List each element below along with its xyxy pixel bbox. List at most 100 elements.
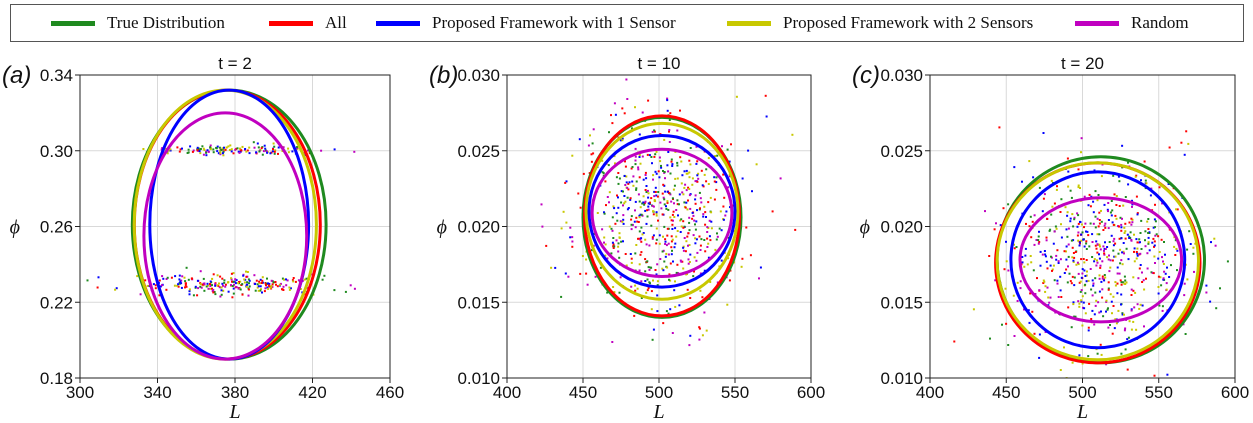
scatter-point <box>682 193 685 196</box>
scatter-point <box>1116 282 1119 285</box>
scatter-point <box>1088 302 1091 305</box>
scatter-point <box>246 149 249 152</box>
scatter-point <box>1036 277 1038 280</box>
scatter-point <box>169 149 172 152</box>
scatter-point <box>186 152 189 154</box>
scatter-point <box>655 172 658 175</box>
scatter-point <box>638 216 641 219</box>
scatter-point <box>1084 222 1087 225</box>
scatter-point <box>678 193 681 196</box>
scatter-point <box>1176 249 1179 252</box>
scatter-point <box>1105 310 1107 313</box>
scatter-point <box>202 277 205 280</box>
scatter-point <box>706 231 709 233</box>
scatter-point <box>287 151 290 154</box>
scatter-point <box>1136 303 1139 306</box>
panel-label: (c) <box>852 62 880 89</box>
scatter-point <box>1107 258 1110 261</box>
scatter-point <box>1005 260 1008 263</box>
scatter-point <box>1049 228 1052 231</box>
scatter-point <box>1138 238 1141 241</box>
scatter-point <box>1126 233 1129 236</box>
scatter-point <box>272 142 275 145</box>
scatter-point <box>1019 280 1022 283</box>
scatter-point <box>689 207 692 210</box>
scatter-point <box>154 284 157 287</box>
scatter-point <box>1138 267 1141 270</box>
scatter-point <box>1136 241 1139 244</box>
scatter-point <box>1016 281 1019 284</box>
scatter-point <box>246 283 249 286</box>
scatter-point <box>1101 260 1104 263</box>
x-tick-label: 550 <box>1145 383 1173 402</box>
scatter-point <box>714 155 717 157</box>
scatter-point <box>1113 255 1116 258</box>
scatter-point <box>714 248 717 251</box>
scatter-point <box>235 279 238 282</box>
scatter-point <box>1173 245 1176 248</box>
scatter-point <box>285 284 288 287</box>
scatter-point <box>613 245 616 248</box>
scatter-point <box>224 283 227 286</box>
scatter-point <box>1067 170 1070 173</box>
scatter-point <box>273 150 276 153</box>
scatter-point <box>1055 395 1057 397</box>
scatter-point <box>647 99 650 102</box>
scatter-point <box>1157 275 1160 278</box>
scatter-point <box>1005 322 1008 325</box>
scatter-point <box>638 230 641 233</box>
scatter-point <box>1115 322 1118 325</box>
scatter-point <box>627 182 630 185</box>
scatter-point <box>1060 296 1063 298</box>
scatter-point <box>1077 186 1080 189</box>
scatter-point <box>256 286 259 289</box>
scatter-point <box>270 279 273 282</box>
scatter-point <box>604 180 607 183</box>
scatter-point <box>637 193 640 196</box>
scatter-point <box>1095 247 1098 250</box>
scatter-point <box>196 279 199 282</box>
scatter-point <box>641 202 644 205</box>
scatter-point <box>1082 301 1085 304</box>
scatter-point <box>1138 307 1141 310</box>
scatter-point <box>603 241 605 244</box>
scatter-point <box>176 284 179 287</box>
scatter-point <box>1099 264 1102 267</box>
scatter-point <box>758 277 760 280</box>
scatter-point <box>639 213 642 216</box>
scatter-point <box>222 151 225 154</box>
scatter-point <box>1127 183 1130 186</box>
scatter-point <box>703 239 706 241</box>
scatter-point <box>727 236 730 239</box>
scatter-point <box>701 296 704 299</box>
scatter-point <box>1173 236 1176 239</box>
scatter-point <box>1084 312 1087 315</box>
scatter-point <box>237 287 240 290</box>
scatter-point <box>264 147 267 150</box>
scatter-point <box>1081 295 1084 298</box>
scatter-point <box>662 170 664 172</box>
scatter-point <box>565 180 568 183</box>
scatter-point <box>1080 151 1082 154</box>
scatter-point <box>622 240 624 243</box>
scatter-point <box>214 284 217 287</box>
scatter-point <box>635 180 638 183</box>
scatter-point <box>1107 281 1110 284</box>
scatter-point <box>685 189 688 192</box>
scatter-point <box>707 201 710 204</box>
scatter-point <box>1080 233 1083 236</box>
scatter-point <box>695 220 698 223</box>
scatter-point <box>1094 277 1097 280</box>
scatter-point <box>1106 208 1109 211</box>
scatter-point <box>1174 239 1177 242</box>
y-axis-label: ϕ <box>860 217 870 239</box>
scatter-point <box>569 226 572 229</box>
panel-title: t = 10 <box>637 54 680 73</box>
scatter-point <box>1095 264 1098 267</box>
scatter-point <box>1060 236 1063 239</box>
x-tick-label: 600 <box>1221 383 1249 402</box>
scatter-point <box>1043 193 1046 196</box>
scatter-point <box>1157 292 1160 295</box>
scatter-point <box>1042 282 1045 284</box>
